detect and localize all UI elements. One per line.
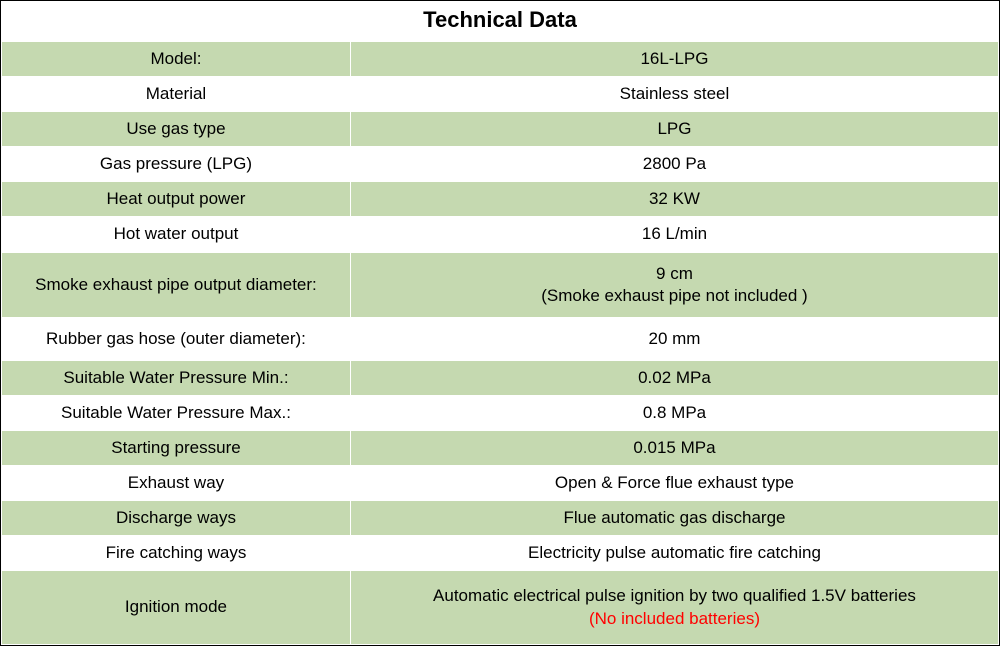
technical-data-container: Technical Data Model: 16L-LPG Material Stai… [0,0,1000,646]
spec-label: Fire catching ways [2,536,351,571]
spec-value-text: 32 KW [649,189,700,208]
spec-label: Use gas type [2,112,351,147]
spec-value-text: Electricity pulse automatic fire catchin… [528,543,821,562]
spec-value: 2800 Pa [350,147,998,182]
spec-value-text: 2800 Pa [643,154,706,173]
spec-value: 16 L/min [350,217,998,252]
table-row: Hot water output 16 L/min [2,217,999,252]
table-row: Heat output power 32 KW [2,182,999,217]
spec-value-text: LPG [657,119,691,138]
spec-value: Flue automatic gas discharge [350,501,998,536]
spec-value: Automatic electrical pulse ignition by t… [350,571,998,644]
spec-label: Rubber gas hose (outer diameter): [2,317,351,360]
spec-label: Hot water output [2,217,351,252]
table-row: Suitable Water Pressure Max.: 0.8 MPa [2,395,999,430]
spec-value: Open & Force flue exhaust type [350,466,998,501]
spec-value: 20 mm [350,317,998,360]
spec-value: 16L-LPG [350,42,998,77]
spec-value-text: Flue automatic gas discharge [563,508,785,527]
table-row: Fire catching ways Electricity pulse auto… [2,536,999,571]
spec-label: Starting pressure [2,431,351,466]
spec-table: Model: 16L-LPG Material Stainless steel Use … [1,41,999,645]
spec-value: 0.8 MPa [350,395,998,430]
spec-label: Material [2,77,351,112]
spec-label: Gas pressure (LPG) [2,147,351,182]
table-row: Use gas type LPG [2,112,999,147]
table-row: Starting pressure 0.015 MPa [2,431,999,466]
spec-value: 0.02 MPa [350,360,998,395]
table-row: Discharge ways Flue automatic gas dischar… [2,501,999,536]
table-row: Smoke exhaust pipe output diameter: 9 cm (… [2,252,999,317]
table-row: Gas pressure (LPG) 2800 Pa [2,147,999,182]
spec-value: LPG [350,112,998,147]
table-row: Model: 16L-LPG [2,42,999,77]
spec-value: Stainless steel [350,77,998,112]
spec-value-text: Open & Force flue exhaust type [555,473,794,492]
spec-value-text: 16 L/min [642,224,707,243]
table-row: Material Stainless steel [2,77,999,112]
table-row: Suitable Water Pressure Min.: 0.02 MPa [2,360,999,395]
table-row: Rubber gas hose (outer diameter): 20 mm [2,317,999,360]
spec-value-text: Stainless steel [620,84,730,103]
spec-value-subnote: (Smoke exhaust pipe not included ) [355,285,994,307]
spec-value-text: 9 cm [656,264,693,283]
table-row: Ignition mode Automatic electrical pulse … [2,571,999,644]
spec-label: Model: [2,42,351,77]
spec-label: Suitable Water Pressure Min.: [2,360,351,395]
table-row: Exhaust way Open & Force flue exhaust typ… [2,466,999,501]
spec-value-text: 20 mm [648,329,700,348]
spec-value-text: 0.8 MPa [643,403,706,422]
spec-label: Discharge ways [2,501,351,536]
page-title: Technical Data [1,1,999,41]
spec-value: Electricity pulse automatic fire catchin… [350,536,998,571]
spec-label: Ignition mode [2,571,351,644]
spec-value: 0.015 MPa [350,431,998,466]
spec-label: Suitable Water Pressure Max.: [2,395,351,430]
spec-value: 9 cm (Smoke exhaust pipe not included ) [350,252,998,317]
spec-label: Heat output power [2,182,351,217]
spec-value-text: 0.015 MPa [633,438,715,457]
spec-value: 32 KW [350,182,998,217]
spec-value-text: 16L-LPG [640,49,708,68]
spec-value-subnote-warning: (No included batteries) [355,608,994,630]
spec-value-text: 0.02 MPa [638,368,711,387]
spec-value-text: Automatic electrical pulse ignition by t… [433,586,916,605]
spec-label: Exhaust way [2,466,351,501]
spec-label: Smoke exhaust pipe output diameter: [2,252,351,317]
